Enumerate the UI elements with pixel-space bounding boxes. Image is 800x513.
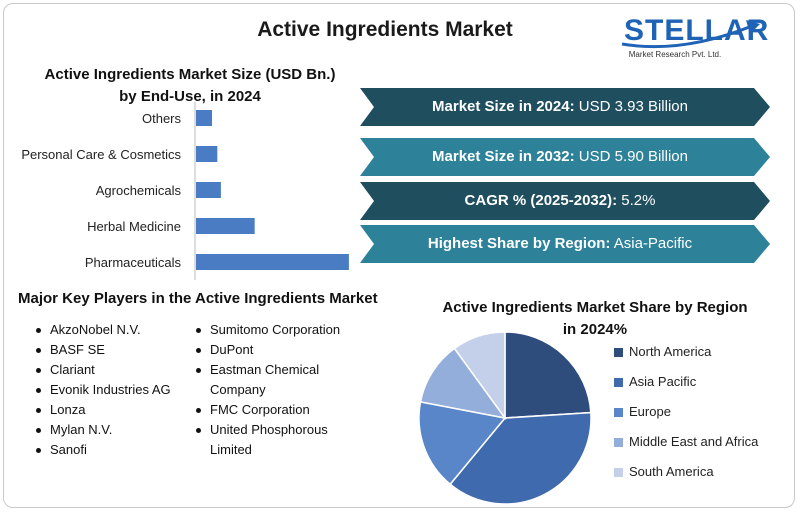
stellar-logo: STELLAR Market Research Pvt. Ltd. (612, 6, 772, 64)
key-players-title: Major Key Players in the Active Ingredie… (18, 290, 378, 307)
legend-swatch (614, 348, 623, 357)
pie-slice-south-america (453, 331, 506, 421)
bar-category-label: Personal Care & Cosmetics (21, 147, 181, 162)
bar-category-label: Pharmaceuticals (85, 255, 182, 270)
kpi-value: Asia-Pacific (613, 235, 693, 252)
bar-agrochemicals (196, 182, 221, 198)
legend-label: Asia Pacific (629, 374, 697, 389)
legend-item: South America (614, 462, 758, 492)
kpi-arrow-shape (360, 225, 770, 263)
key-player-item: United Phosphorous Limited (194, 420, 344, 460)
key-player-item: Sanofi (34, 440, 174, 460)
key-player-item: AkzoNobel N.V. (34, 320, 174, 340)
region-share-pie-chart (418, 331, 592, 505)
key-players-column-2: Sumitomo Corporation DuPont Eastman Chem… (194, 320, 344, 460)
kpi-market-size-2024: Market Size in 2024: USD 3.93 Billion (360, 88, 772, 126)
bar-others (196, 110, 212, 126)
kpi-arrow-shape (360, 182, 770, 220)
legend-swatch (614, 438, 623, 447)
legend-label: South America (629, 464, 714, 479)
key-player-item: DuPont (194, 340, 344, 360)
kpi-value: 5.2% (621, 192, 656, 209)
kpi-cagr: CAGR % (2025-2032): 5.2% (360, 182, 772, 220)
legend-swatch (614, 468, 623, 477)
legend-label: North America (629, 344, 712, 359)
logo-swoosh-icon (621, 20, 760, 49)
pie-slice-asia-pacific (449, 411, 592, 505)
bullet-icon (36, 348, 41, 353)
bar-personal-care-cosmetics (196, 146, 218, 162)
legend-item: North America (614, 342, 758, 372)
bar-category-label: Herbal Medicine (87, 219, 181, 234)
pie-legend: North America Asia Pacific Europe Middle Ea… (614, 342, 758, 492)
pie-slice-europe (418, 401, 507, 486)
bullet-icon (36, 448, 41, 453)
bullet-icon (196, 348, 201, 353)
legend-swatch (614, 378, 623, 387)
bullet-icon (36, 388, 41, 393)
key-player-item: FMC Corporation (194, 400, 344, 420)
kpi-label: Market Size in 2032: (432, 148, 575, 165)
kpi-market-size-2032: Market Size in 2032: USD 5.90 Billion (360, 138, 772, 176)
kpi-label: Market Size in 2024: (432, 98, 575, 115)
page-title: Active Ingredients Market (257, 18, 513, 41)
key-player-item: Lonza (34, 400, 174, 420)
key-player-item: Eastman Chemical Company (194, 360, 344, 400)
key-player-item: Clariant (34, 360, 174, 380)
key-players-column-1: AkzoNobel N.V. BASF SE Clariant Evonik I… (34, 320, 174, 460)
bullet-icon (196, 368, 201, 373)
bullet-icon (36, 328, 41, 333)
bullet-icon (196, 408, 201, 413)
legend-item: Asia Pacific (614, 372, 758, 402)
pie-chart-title: Active Ingredients Market Share by Regio… (442, 299, 748, 338)
logo-wordmark: STELLAR (624, 14, 770, 47)
kpi-highest-share-region: Highest Share by Region: Asia-Pacific (360, 225, 772, 263)
logo-tagline: Market Research Pvt. Ltd. (628, 50, 722, 59)
kpi-label: CAGR % (2025-2032): (464, 192, 618, 209)
bar-category-label: Agrochemicals (96, 183, 182, 198)
legend-item: Middle East and Africa (614, 432, 758, 462)
legend-label: Europe (629, 404, 671, 419)
key-player-item: Mylan N.V. (34, 420, 174, 440)
legend-item: Europe (614, 402, 758, 432)
bar-chart-title: Active Ingredients Market Size (USD Bn.)… (44, 66, 336, 105)
kpi-value: USD 5.90 Billion (578, 148, 688, 165)
bullet-icon (196, 328, 201, 333)
bar-pharmaceuticals (196, 254, 349, 270)
infographic-frame (3, 3, 795, 508)
kpi-arrow-shape (360, 88, 770, 126)
legend-label: Middle East and Africa (629, 434, 759, 449)
key-player-item: Evonik Industries AG (34, 380, 174, 400)
end-use-bar-chart: Others Personal Care & Cosmetics Agrochemi… (21, 102, 349, 280)
pie-slice-north-america (504, 331, 592, 419)
bar-category-label: Others (142, 111, 182, 126)
pie-slice-middle-east-and-africa (419, 347, 507, 420)
kpi-value: USD 3.93 Billion (578, 98, 688, 115)
bullet-icon (36, 368, 41, 373)
key-player-item: BASF SE (34, 340, 174, 360)
kpi-label: Highest Share by Region: (427, 235, 611, 252)
bullet-icon (196, 428, 201, 433)
bar-herbal-medicine (196, 218, 255, 234)
bullet-icon (36, 428, 41, 433)
legend-swatch (614, 408, 623, 417)
key-player-item: Sumitomo Corporation (194, 320, 344, 340)
kpi-arrow-shape (360, 138, 770, 176)
bullet-icon (36, 408, 41, 413)
